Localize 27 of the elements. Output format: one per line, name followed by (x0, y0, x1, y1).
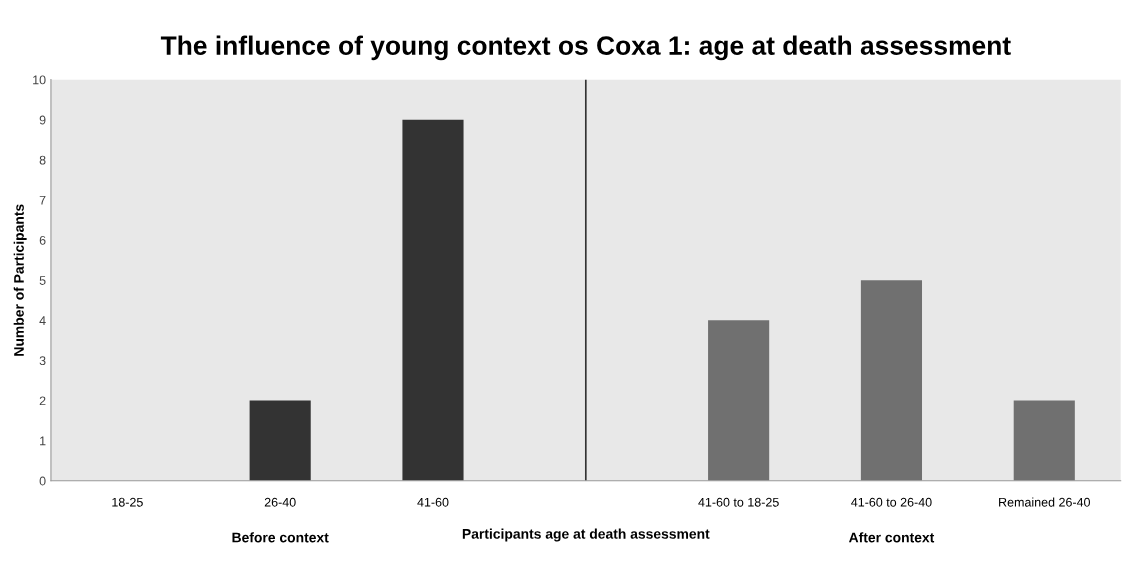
y-tick-label: 7 (39, 195, 46, 205)
bar (402, 119, 464, 481)
y-tick-label: 10 (33, 75, 46, 85)
x-axis-title: Participants age at death assessment (462, 528, 710, 542)
chart-title: The influence of young context os Coxa 1: age at death assessment (160, 35, 1011, 61)
x-tick-label: 26-40 (264, 497, 296, 507)
bar (1013, 400, 1075, 481)
x-tick-label: 18-25 (112, 497, 143, 507)
y-tick-label: 2 (39, 396, 46, 406)
y-axis-title: Number of Participants (13, 204, 27, 356)
y-tick-label: 8 (39, 155, 46, 165)
bar (708, 320, 770, 481)
y-tick-label: 6 (39, 235, 46, 245)
x-tick-label: 41-60 (417, 497, 449, 507)
y-tick-label: 4 (39, 316, 46, 325)
y-tick-label: 3 (39, 356, 46, 366)
x-tick-label: 41-60 to 18-25 (698, 497, 779, 507)
y-tick-label: 5 (39, 276, 46, 285)
text: Before context (232, 532, 329, 543)
bar (860, 280, 923, 481)
y-tick-label: 1 (40, 436, 46, 446)
bar (249, 400, 311, 481)
x-tick-label: Remained 26-40 (999, 497, 1090, 507)
y-tick-label: 9 (39, 115, 46, 125)
text: After context (848, 532, 935, 543)
y-tick-label: 0 (39, 476, 46, 486)
x-tick-label: 41-60 to 26-40 (851, 497, 932, 507)
